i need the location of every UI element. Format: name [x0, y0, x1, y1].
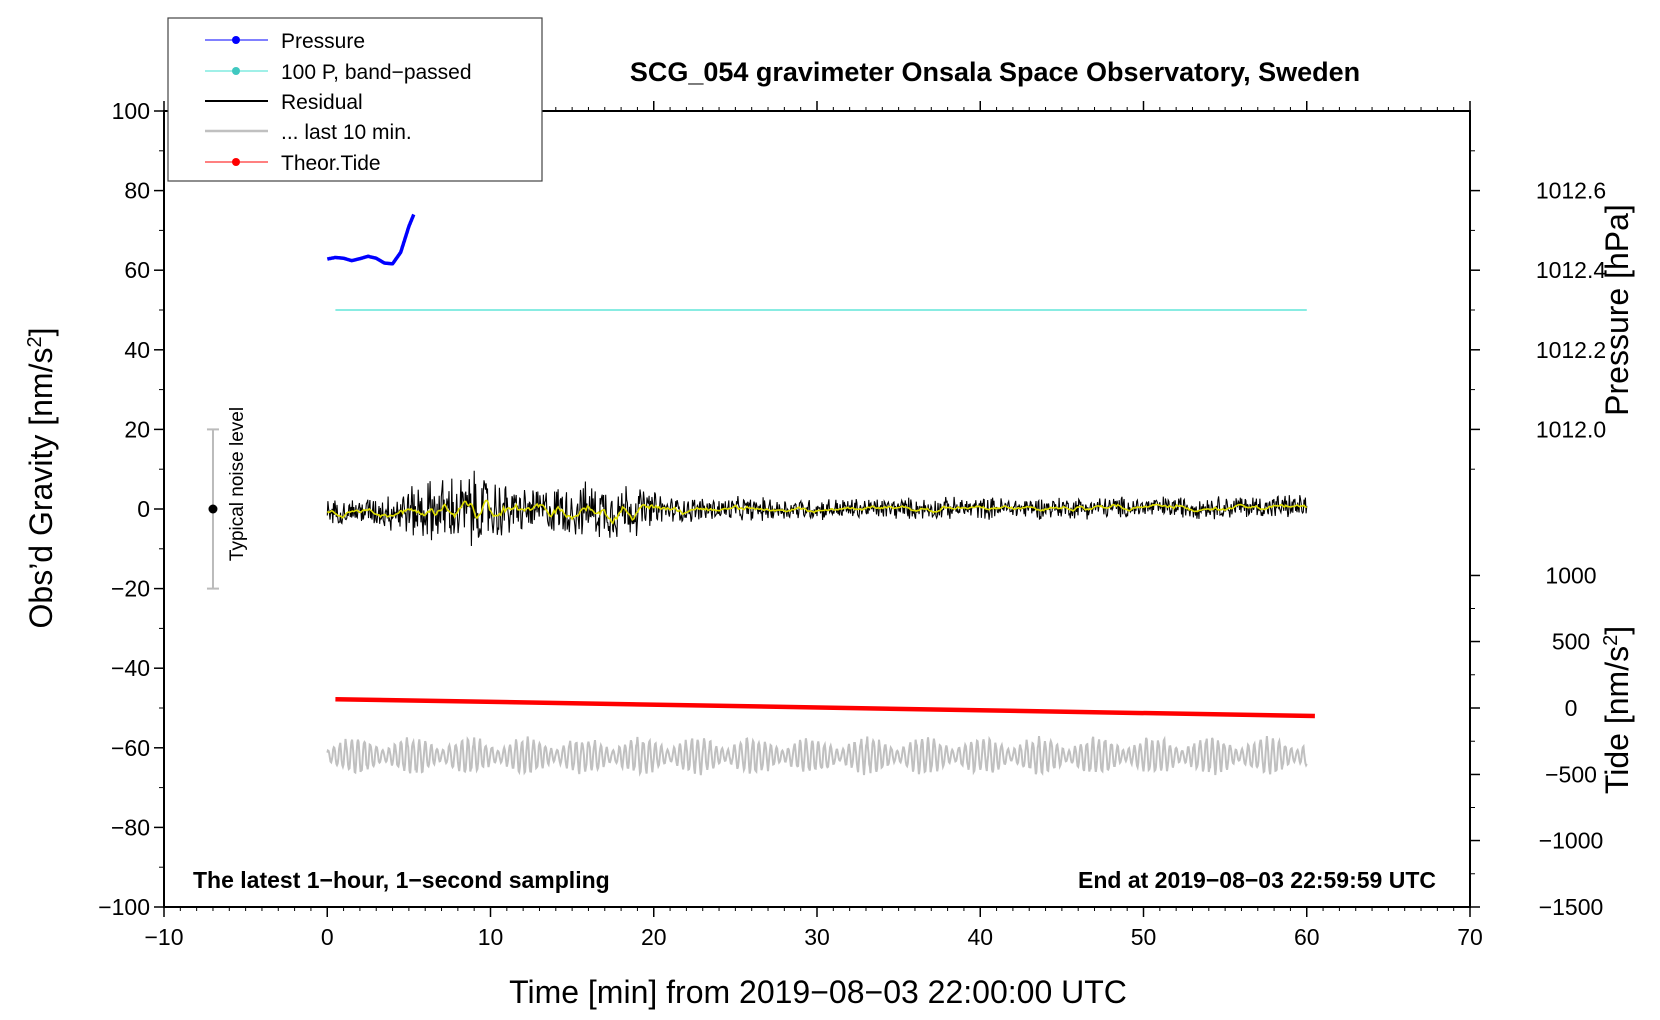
legend-entry-residual: Residual [205, 91, 363, 114]
legend-marker-pressure [232, 36, 240, 44]
legend-label-theor-tide: Theor.Tide [281, 152, 381, 175]
tide-tick-label: 500 [1552, 629, 1590, 655]
legend-label-last-10-min: ... last 10 min. [281, 121, 412, 144]
noise-level-label: Typical noise level [227, 407, 248, 561]
legend: Pressure 100 P, band−passed Residual ...… [167, 17, 543, 182]
series-theor-tide-line [335, 696, 1315, 719]
x-tick-label: 50 [1131, 924, 1157, 950]
tide-tick-label: 0 [1565, 695, 1578, 721]
pressure-tick-label: 1012.6 [1536, 178, 1606, 204]
tide-tick-label: −1000 [1539, 828, 1604, 854]
tide-tick-label: −500 [1545, 761, 1597, 787]
pressure-tick-label: 1012.0 [1536, 416, 1606, 442]
x-tick-label: 20 [641, 924, 667, 950]
y-tick-label: −60 [111, 735, 150, 761]
noise-level-indicator: Typical noise level [206, 407, 248, 590]
x-tick-label: 40 [967, 924, 993, 950]
noise-level-dot [208, 504, 218, 514]
series-last-10-min-line [326, 735, 1308, 777]
legend-entry-theor-tide: Theor.Tide [205, 152, 381, 175]
y-tick-label: −100 [98, 894, 150, 920]
tide-tick-label: −1500 [1539, 894, 1604, 920]
y-tick-label: 40 [124, 337, 150, 363]
legend-entry-band-passed: 100 P, band−passed [205, 61, 472, 84]
pressure-tick-label: 1012.4 [1536, 257, 1607, 283]
y-axis-title-tide: Tide [nm/s2] [1599, 626, 1635, 794]
y-tick-label: 20 [124, 416, 150, 442]
y-tick-label: 0 [137, 496, 150, 522]
x-axis-title: Time [min] from 2019−08−03 22:00:00 UTC [509, 974, 1127, 1010]
y-tick-label: 100 [112, 98, 150, 124]
pressure-tick-label: 1012.2 [1536, 337, 1606, 363]
y-tick-label: −80 [111, 814, 150, 840]
legend-entry-last-10-min: ... last 10 min. [205, 121, 412, 144]
y-tick-label: −40 [111, 655, 150, 681]
plot-layer [325, 213, 1315, 777]
x-tick-label: 10 [478, 924, 504, 950]
chart-title: SCG_054 gravimeter Onsala Space Observat… [630, 57, 1360, 87]
series-pressure-line [325, 213, 416, 266]
x-tick-label: 0 [321, 924, 334, 950]
y-axis-title-left: Obs’d Gravity [nm/s2] [23, 328, 59, 629]
legend-label-pressure: Pressure [281, 30, 365, 53]
tide-tick-label: 1000 [1545, 562, 1596, 588]
axes-layer: −10 0 10 20 30 40 50 60 70−100−80−60−40−20020406… [98, 98, 1606, 950]
legend-box [167, 17, 543, 182]
legend-entry-pressure: Pressure [205, 30, 365, 53]
sampling-note: The latest 1−hour, 1−second sampling [193, 867, 610, 893]
legend-label-band-passed: 100 P, band−passed [281, 61, 472, 84]
x-tick-label: 60 [1294, 924, 1320, 950]
x-tick-label: 30 [804, 924, 830, 950]
y-tick-label: 80 [124, 178, 150, 204]
legend-label-residual: Residual [281, 91, 363, 114]
x-tick-label: 70 [1457, 924, 1483, 950]
end-time-note: End at 2019−08−03 22:59:59 UTC [1078, 867, 1436, 893]
series-residual-smoothed-line [326, 499, 1307, 525]
y-tick-label: 60 [124, 257, 150, 283]
series-residual-line [326, 470, 1308, 547]
y-tick-label: −20 [111, 576, 150, 602]
x-tick-label: −10 [144, 924, 183, 950]
y-axis-title-pressure: Pressure [hPa] [1599, 204, 1635, 416]
legend-marker-theor-tide [232, 158, 240, 166]
legend-marker-band-passed [232, 67, 240, 75]
